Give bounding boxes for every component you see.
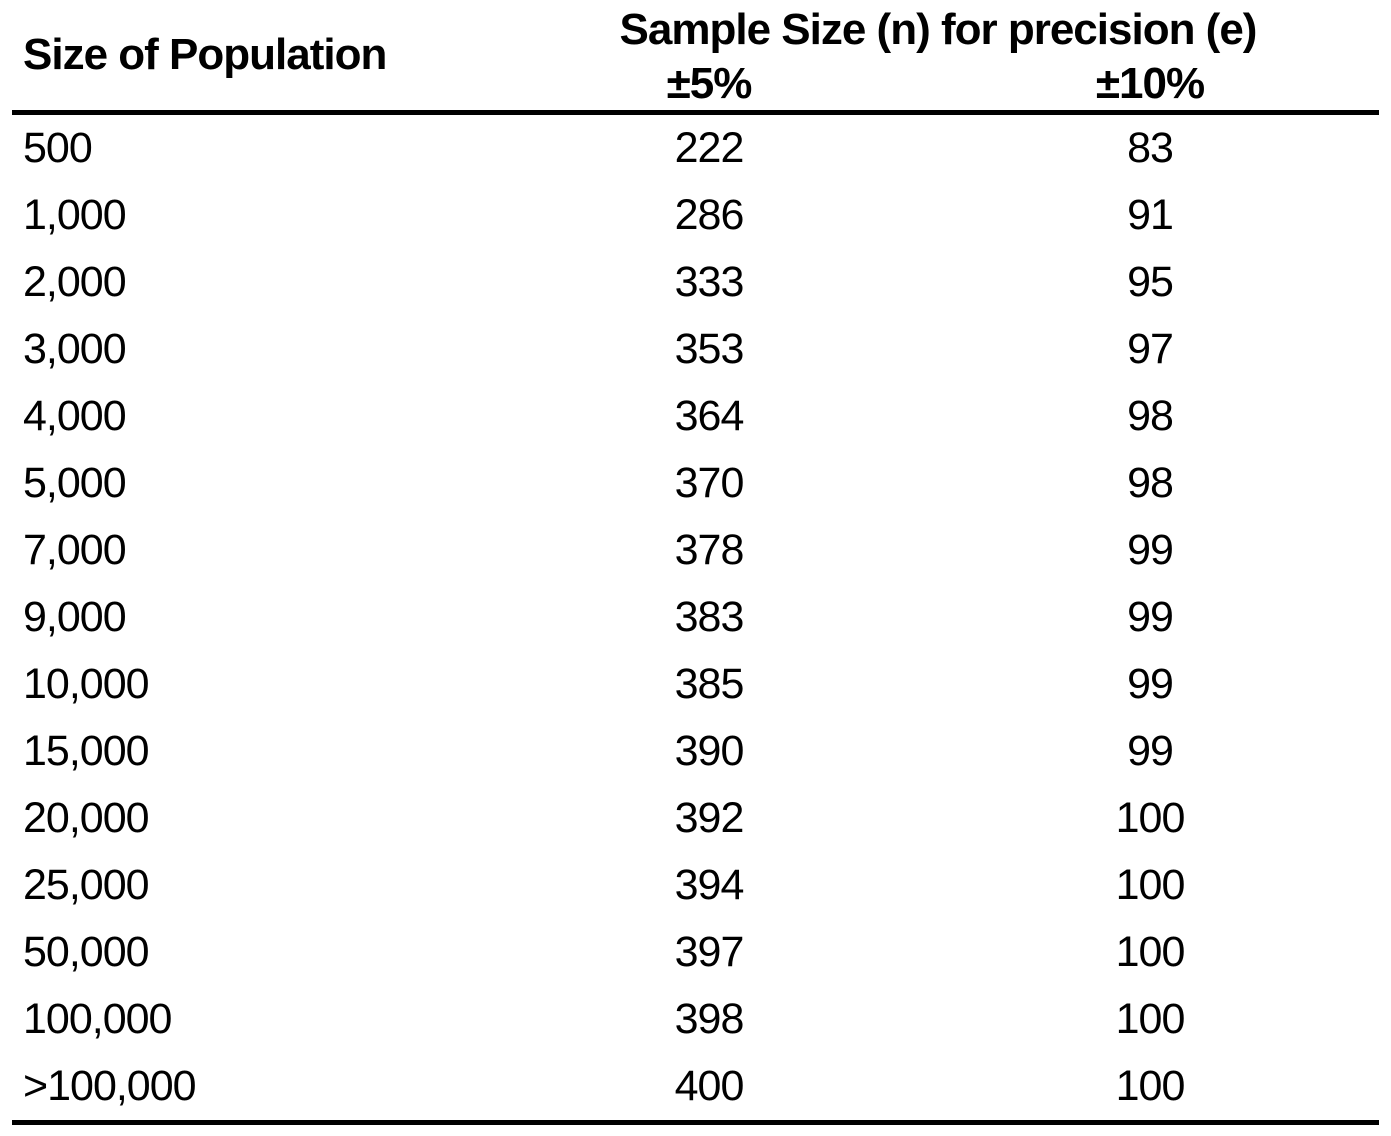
cell-sample-size-10: 100 bbox=[1115, 995, 1186, 1043]
cell-sample-size-10: 98 bbox=[1127, 392, 1174, 440]
header-row-group: Size of Population Sample Size (n) for p… bbox=[12, 0, 1379, 79]
cell-sample-size-10: 83 bbox=[921, 110, 1379, 182]
cell-population: 3,000 bbox=[23, 325, 127, 373]
cell-population: 9,000 bbox=[23, 593, 127, 641]
cell-sample-size-10: 91 bbox=[1127, 191, 1174, 239]
table-row: 100,000 398 100 bbox=[12, 986, 1379, 1053]
table-row: 3,000 353 97 bbox=[12, 316, 1379, 383]
cell-sample-size-10: 98 bbox=[1127, 459, 1174, 507]
precision-10-percent-header: ±10% bbox=[1095, 59, 1205, 108]
cell-sample-size-10: 99 bbox=[1127, 526, 1174, 574]
population-column-header: Size of Population bbox=[23, 30, 387, 79]
cell-sample-size-10: 99 bbox=[1127, 660, 1174, 708]
cell-sample-size-5: 370 bbox=[674, 459, 745, 507]
cell-sample-size-5: 286 bbox=[674, 191, 745, 239]
cell-sample-size-5: 397 bbox=[674, 928, 745, 976]
cell-sample-size-5: 364 bbox=[674, 392, 745, 440]
cell-sample-size-10: 95 bbox=[1127, 258, 1174, 306]
cell-sample-size-5: 390 bbox=[674, 727, 745, 775]
cell-sample-size-5: 400 bbox=[497, 1053, 921, 1125]
table-row: 15,000 390 99 bbox=[12, 718, 1379, 785]
table-row: 7,000 378 99 bbox=[12, 517, 1379, 584]
cell-population: 15,000 bbox=[23, 727, 150, 775]
table-row: 4,000 364 98 bbox=[12, 383, 1379, 450]
cell-population: 25,000 bbox=[23, 861, 150, 909]
cell-sample-size-10: 100 bbox=[1115, 794, 1186, 842]
table-row: 9,000 383 99 bbox=[12, 584, 1379, 651]
cell-population: >100,000 bbox=[12, 1053, 497, 1125]
cell-population: 5,000 bbox=[23, 459, 127, 507]
cell-population: 20,000 bbox=[23, 794, 150, 842]
sample-size-table: Size of Population Sample Size (n) for p… bbox=[12, 0, 1379, 1125]
cell-sample-size-5: 378 bbox=[674, 526, 745, 574]
table-row: 10,000 385 99 bbox=[12, 651, 1379, 718]
table-row: >100,000 400 100 bbox=[12, 1053, 1379, 1125]
cell-sample-size-10: 99 bbox=[1127, 593, 1174, 641]
cell-population: 7,000 bbox=[23, 526, 127, 574]
table-row: 1,000 286 91 bbox=[12, 182, 1379, 249]
cell-population: 10,000 bbox=[23, 660, 150, 708]
header-row-precision: ±5% ±10% bbox=[12, 58, 1379, 113]
cell-sample-size-10: 99 bbox=[1127, 727, 1174, 775]
table-row: 20,000 392 100 bbox=[12, 785, 1379, 852]
table-row: 50,000 397 100 bbox=[12, 919, 1379, 986]
cell-sample-size-10: 97 bbox=[1127, 325, 1174, 373]
table-row: 25,000 394 100 bbox=[12, 852, 1379, 919]
table-header: Size of Population Sample Size (n) for p… bbox=[12, 0, 1379, 113]
table-row: 500 222 83 bbox=[12, 110, 1379, 182]
cell-sample-size-10: 100 bbox=[1115, 928, 1186, 976]
cell-population: 1,000 bbox=[23, 191, 127, 239]
cell-population: 50,000 bbox=[23, 928, 150, 976]
cell-population: 2,000 bbox=[23, 258, 127, 306]
cell-sample-size-5: 398 bbox=[674, 995, 745, 1043]
table-row: 5,000 370 98 bbox=[12, 450, 1379, 517]
cell-sample-size-5: 392 bbox=[674, 794, 745, 842]
cell-population: 100,000 bbox=[23, 995, 172, 1043]
cell-sample-size-5: 333 bbox=[674, 258, 745, 306]
cell-sample-size-10: 100 bbox=[921, 1053, 1379, 1125]
cell-sample-size-5: 353 bbox=[674, 325, 745, 373]
table-body: 500 222 83 1,000 286 91 2,000 333 95 3,000 353 97 4,… bbox=[12, 110, 1379, 1125]
cell-sample-size-5: 383 bbox=[674, 593, 745, 641]
cell-population: 500 bbox=[12, 110, 497, 182]
sample-size-group-header: Sample Size (n) for precision (e) bbox=[619, 5, 1258, 54]
cell-population: 4,000 bbox=[23, 392, 127, 440]
cell-sample-size-10: 100 bbox=[1115, 861, 1186, 909]
cell-sample-size-5: 385 bbox=[674, 660, 745, 708]
precision-5-percent-header: ±5% bbox=[666, 59, 753, 108]
cell-sample-size-5: 394 bbox=[674, 861, 745, 909]
cell-sample-size-5: 222 bbox=[497, 110, 921, 182]
table-row: 2,000 333 95 bbox=[12, 249, 1379, 316]
